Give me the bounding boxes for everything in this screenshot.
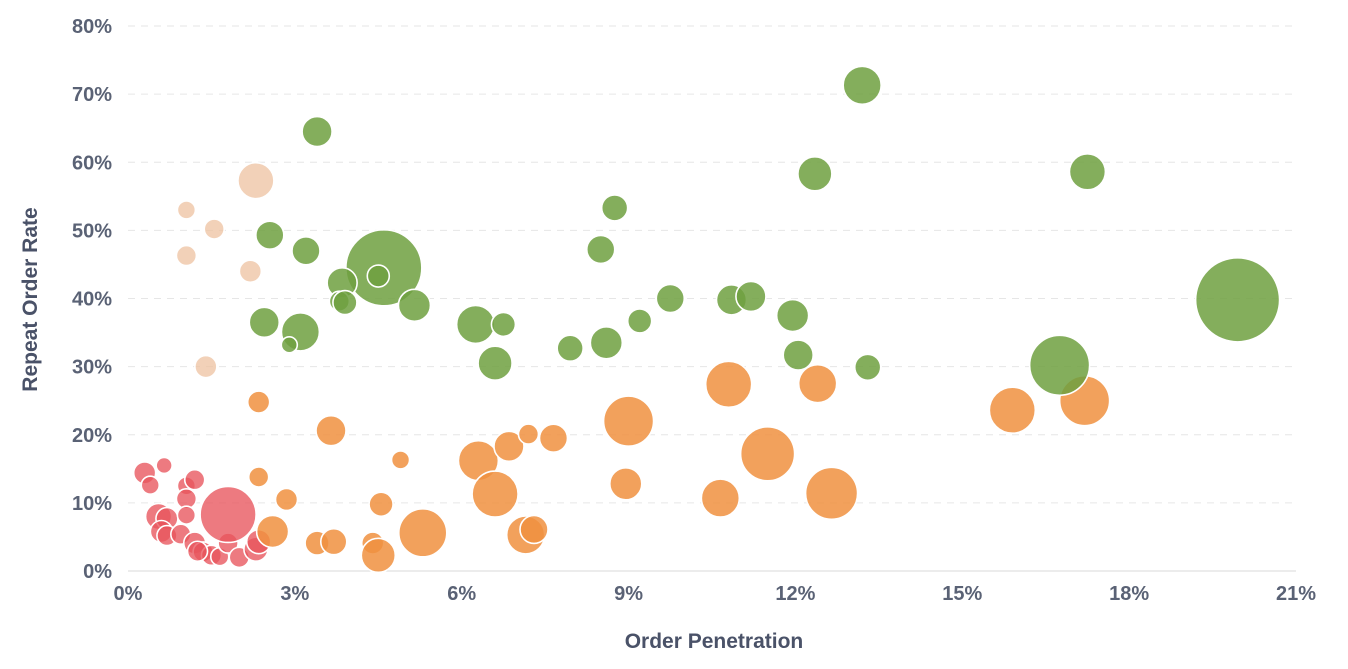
- bubble-point[interactable]: [704, 360, 753, 409]
- x-tick-label: 18%: [1109, 583, 1149, 605]
- bubble-point[interactable]: [782, 339, 815, 371]
- bubble-layer: [132, 65, 1281, 574]
- bubble-point[interactable]: [248, 306, 281, 339]
- bubble-point[interactable]: [255, 220, 285, 250]
- bubble-point[interactable]: [797, 156, 833, 192]
- bubble-point[interactable]: [1028, 334, 1091, 397]
- bubble-point[interactable]: [176, 505, 197, 525]
- bubble-point[interactable]: [700, 478, 741, 518]
- bubble-point[interactable]: [203, 218, 226, 240]
- bubble-point[interactable]: [538, 423, 569, 453]
- bubble-point[interactable]: [556, 334, 584, 363]
- bubble-point[interactable]: [247, 466, 270, 488]
- bubble-point[interactable]: [1194, 257, 1281, 343]
- bubble-point[interactable]: [175, 244, 198, 267]
- bubble-point[interactable]: [1068, 152, 1107, 191]
- y-tick-label: 20%: [72, 425, 112, 447]
- x-tick-label: 3%: [280, 583, 309, 605]
- bubble-point[interactable]: [517, 423, 540, 445]
- x-tick-label: 9%: [614, 583, 643, 605]
- bubble-point[interactable]: [735, 280, 767, 313]
- y-tick-label: 70%: [72, 84, 112, 106]
- x-tick-label: 21%: [1276, 583, 1316, 605]
- y-tick-label: 0%: [83, 561, 112, 583]
- bubble-point[interactable]: [519, 514, 549, 545]
- bubble-point[interactable]: [842, 65, 882, 106]
- bubble-point[interactable]: [319, 527, 348, 556]
- x-axis-ticks: 0% 3% 6% 9% 12% 15% 18% 21%: [114, 583, 1317, 605]
- bubble-point[interactable]: [655, 283, 686, 314]
- gridlines: [128, 25, 1296, 572]
- bubble-point[interactable]: [274, 487, 299, 512]
- bubble-point[interactable]: [183, 468, 206, 491]
- y-tick-label: 40%: [72, 289, 112, 311]
- x-tick-label: 0%: [114, 583, 143, 605]
- bubble-point[interactable]: [775, 298, 810, 333]
- bubble-point[interactable]: [332, 289, 358, 316]
- bubble-point[interactable]: [455, 304, 496, 345]
- x-tick-label: 15%: [942, 583, 982, 605]
- bubble-point[interactable]: [608, 466, 643, 501]
- bubble-point[interactable]: [600, 194, 629, 222]
- x-axis-title: Order Penetration: [625, 630, 804, 653]
- bubble-point[interactable]: [360, 537, 397, 574]
- bubble-point[interactable]: [368, 491, 394, 518]
- bubble-point[interactable]: [155, 456, 173, 475]
- bubble-point[interactable]: [301, 115, 333, 148]
- bubble-point[interactable]: [626, 308, 653, 334]
- bubble-point[interactable]: [589, 325, 624, 360]
- bubble-point[interactable]: [397, 508, 448, 558]
- bubble-point[interactable]: [238, 259, 263, 284]
- bubble-point[interactable]: [237, 161, 275, 200]
- bubble-point[interactable]: [255, 514, 290, 549]
- bubble-point[interactable]: [471, 470, 519, 518]
- bubble-point[interactable]: [602, 395, 655, 447]
- bubble-point[interactable]: [853, 353, 882, 382]
- y-tick-label: 60%: [72, 152, 112, 174]
- bubble-point[interactable]: [739, 426, 796, 482]
- bubble-point[interactable]: [988, 386, 1037, 435]
- bubble-point[interactable]: [390, 450, 411, 470]
- bubble-point[interactable]: [477, 345, 513, 382]
- bubble-point[interactable]: [493, 430, 525, 463]
- y-tick-label: 30%: [72, 357, 112, 379]
- bubble-point[interactable]: [804, 466, 859, 521]
- bubble-point[interactable]: [176, 200, 197, 220]
- y-tick-label: 80%: [72, 16, 112, 38]
- y-tick-label: 50%: [72, 220, 112, 242]
- bubble-point[interactable]: [280, 336, 299, 354]
- x-tick-label: 6%: [447, 583, 476, 605]
- y-tick-label: 10%: [72, 493, 112, 515]
- bubble-point[interactable]: [246, 390, 271, 414]
- bubble-point[interactable]: [366, 264, 391, 288]
- bubble-point[interactable]: [140, 475, 161, 495]
- bubble-point[interactable]: [199, 485, 257, 544]
- bubble-point[interactable]: [797, 363, 838, 404]
- bubble-point[interactable]: [490, 311, 517, 338]
- y-axis-ticks: 0% 10% 20% 30% 40% 50% 60% 70% 80%: [72, 16, 112, 583]
- bubble-point[interactable]: [397, 288, 432, 323]
- bubble-point[interactable]: [291, 236, 321, 266]
- bubble-point[interactable]: [585, 234, 616, 265]
- bubble-point[interactable]: [194, 354, 218, 379]
- bubble-point[interactable]: [315, 414, 347, 447]
- x-tick-label: 12%: [775, 583, 815, 605]
- bubble-point[interactable]: [186, 540, 209, 563]
- y-axis-title: Repeat Order Rate: [19, 207, 42, 391]
